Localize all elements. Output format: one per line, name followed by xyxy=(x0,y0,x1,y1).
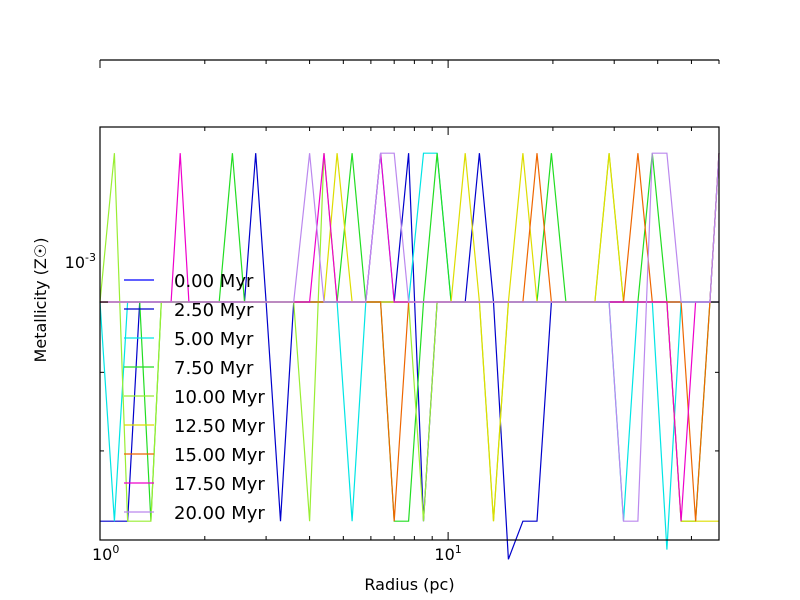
legend-label-0: 0.00 Myr xyxy=(174,271,254,292)
x-axis-label: Radius (pc) xyxy=(364,575,454,594)
legend-label-4: 10.00 Myr xyxy=(174,387,265,408)
legend: 0.00 Myr 2.50 Myr 5.00 Myr 7.50 Myr 10.00 My… xyxy=(124,271,265,524)
x-tick-label-1: 100 xyxy=(92,543,119,564)
legend-label-1: 2.50 Myr xyxy=(174,300,254,321)
legend-label-3: 7.50 Myr xyxy=(174,358,254,379)
legend-label-8: 20.00 Myr xyxy=(174,503,265,524)
y-axis-label: Metallicity (Z☉) xyxy=(31,238,50,363)
series-line-1 xyxy=(100,153,720,560)
series-line-8 xyxy=(100,152,720,522)
plot-frame xyxy=(99,126,720,541)
legend-label-2: 5.00 Myr xyxy=(174,329,254,350)
legend-label-6: 15.00 Myr xyxy=(174,445,265,466)
x-tick-label-10: 101 xyxy=(434,543,461,564)
series-layer xyxy=(99,152,720,560)
series-line-7 xyxy=(100,153,719,522)
tick-layer xyxy=(99,60,720,541)
legend-label-7: 17.50 Myr xyxy=(174,474,265,495)
y-tick-label-1e-3: 10-3 xyxy=(65,251,96,272)
legend-label-5: 12.50 Myr xyxy=(174,416,265,437)
